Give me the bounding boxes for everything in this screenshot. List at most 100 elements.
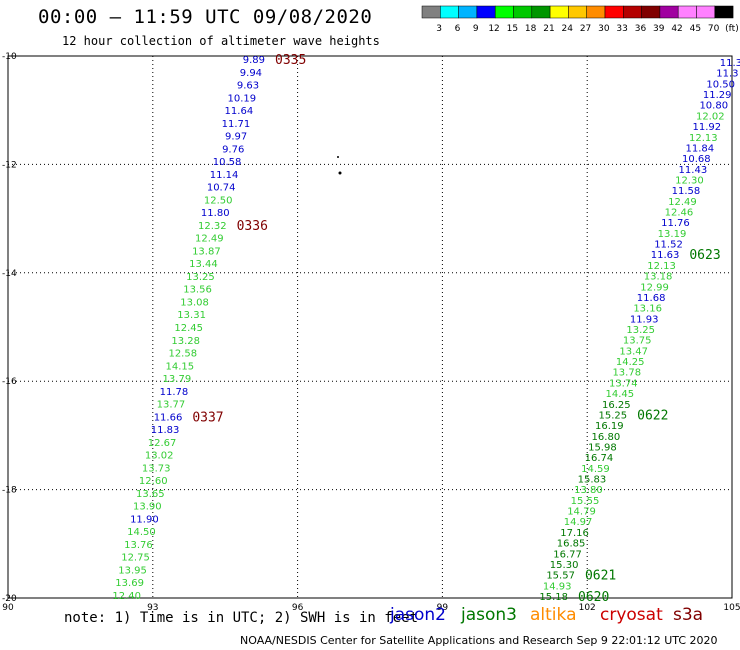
- x-tick-label: 96: [292, 603, 304, 613]
- track-right-value: 15.25: [599, 410, 628, 421]
- track-left-value: 13.79: [163, 374, 192, 385]
- x-tick-label: 93: [147, 603, 158, 613]
- track-right-value: 12.13: [689, 133, 718, 144]
- colorbar-label: 70: [708, 24, 720, 34]
- track-left-value: 13.65: [136, 489, 165, 500]
- colorbar-label: 39: [653, 24, 665, 34]
- track-time-label: 0622: [637, 408, 668, 423]
- track-right-value: 13.18: [644, 272, 673, 283]
- colorbar-label: 3: [436, 24, 442, 34]
- track-right-value: 16.85: [557, 539, 586, 550]
- track-right-value: 17.16: [560, 528, 589, 539]
- colorbar-label: 12: [488, 24, 499, 34]
- y-tick-label: -16: [2, 377, 17, 387]
- track-left-value: 13.25: [186, 272, 215, 283]
- track-right-value: 11.43: [679, 165, 708, 176]
- legend-altika: altika: [530, 605, 577, 625]
- colorbar-swatch: [476, 5, 496, 19]
- colorbar-label: 45: [690, 24, 701, 34]
- colorbar-swatch: [677, 5, 697, 19]
- track-left-value: 10.58: [213, 157, 242, 168]
- track-left-value: 12.45: [174, 323, 203, 334]
- track-time-label: 0620: [578, 590, 609, 605]
- track-left-value: 14.50: [127, 527, 156, 538]
- track-left-value: 11.64: [225, 106, 254, 117]
- map-frame: [7, 55, 733, 599]
- colorbar-swatch: [659, 5, 679, 19]
- track-right-value: 14.79: [567, 507, 596, 518]
- track-left-value: 13.56: [183, 285, 212, 296]
- track-right-value: 12.99: [640, 282, 669, 293]
- island-mark: [337, 156, 339, 158]
- track-right-value: 13.78: [612, 368, 641, 379]
- x-tick-label: 105: [723, 603, 740, 613]
- colorbar-swatch: [421, 5, 441, 19]
- track-right-value: 14.97: [564, 517, 593, 528]
- track-right-value: 13.75: [623, 336, 652, 347]
- track-right-value: 16.25: [602, 400, 631, 411]
- colorbar-swatch: [513, 5, 533, 19]
- track-time-label: 0623: [689, 248, 720, 263]
- track-right-value: 13.25: [626, 325, 655, 336]
- track-right-value: 14.93: [543, 581, 572, 592]
- track-left-value: 13.69: [115, 578, 144, 589]
- track-left-value: 9.97: [225, 132, 247, 143]
- colorbar-label: 42: [671, 24, 682, 34]
- track-right-value: 11.93: [630, 314, 659, 325]
- track-left-value: 12.32: [198, 221, 227, 232]
- track-right-value: 11.29: [703, 90, 732, 101]
- track-right-value: 11.92: [692, 122, 721, 133]
- track-right-value: 11.3: [716, 69, 738, 80]
- colorbar: 3 6 9 12 15 18 21 24 27 30 33 36 39 42 45 70 (ft): [421, 5, 739, 34]
- track-left-value: 12.75: [121, 553, 150, 564]
- island-mark: [338, 171, 342, 175]
- track-left-value: 12.58: [168, 349, 197, 360]
- track-right-value: 16.19: [595, 421, 624, 432]
- legend-cryosat: cryosat: [600, 605, 663, 625]
- track-left-value: 9.94: [240, 68, 262, 79]
- track-left-value: 13.77: [157, 400, 186, 411]
- track-left-value: 13.02: [145, 451, 174, 462]
- track-left-value: 13.95: [118, 565, 147, 576]
- track-left-value: 12.60: [139, 476, 168, 487]
- track-left-value: 11.90: [130, 514, 159, 525]
- track-left-value: 13.44: [189, 259, 218, 270]
- colorbar-swatch: [604, 5, 624, 19]
- track-right-value: 13.16: [633, 304, 662, 315]
- track-left-value: 9.76: [222, 144, 244, 155]
- y-tick-label: -14: [2, 269, 17, 279]
- track-left-value: 12.40: [112, 591, 141, 602]
- track-right-value: 10.50: [706, 79, 735, 90]
- track-right-value: 14.59: [581, 464, 610, 475]
- track-right-value: 10.80: [699, 101, 728, 112]
- colorbar-swatch: [641, 5, 661, 19]
- track-right-value: 13.74: [609, 378, 638, 389]
- colorbar-label: 6: [455, 24, 461, 34]
- track-right-value: 15.57: [546, 571, 575, 582]
- track-right-value: 16.74: [585, 453, 614, 464]
- track-left-value: 11.78: [160, 387, 189, 398]
- track-left-value: 12.49: [195, 234, 224, 245]
- colorbar-label: 36: [635, 24, 647, 34]
- track-right-value: 14.45: [605, 389, 634, 400]
- colorbar-label: 9: [473, 24, 479, 34]
- y-tick-label: -10: [2, 52, 17, 62]
- colorbar-label: 21: [543, 24, 554, 34]
- y-tick-label: -12: [2, 160, 17, 170]
- credit-line: NOAA/NESDIS Center for Satellite Applica…: [240, 634, 718, 647]
- colorbar-swatch: [440, 5, 459, 19]
- x-tick-label: 90: [2, 603, 14, 613]
- track-left-value: 13.73: [142, 463, 171, 474]
- track-left-value: 9.63: [237, 81, 259, 92]
- track-right-value: 14.25: [616, 357, 645, 368]
- colorbar-label: 18: [525, 24, 537, 34]
- track-left-value: 10.19: [228, 93, 257, 104]
- track-right-value: 10.68: [682, 154, 711, 165]
- colorbar-label: 24: [562, 24, 574, 34]
- x-tick-label: 99: [437, 603, 449, 613]
- colorbar-label: 33: [616, 24, 627, 34]
- track-left-value: 11.80: [201, 208, 230, 219]
- track-right-value: 15.55: [571, 496, 600, 507]
- track-time-label: 0335: [275, 53, 306, 68]
